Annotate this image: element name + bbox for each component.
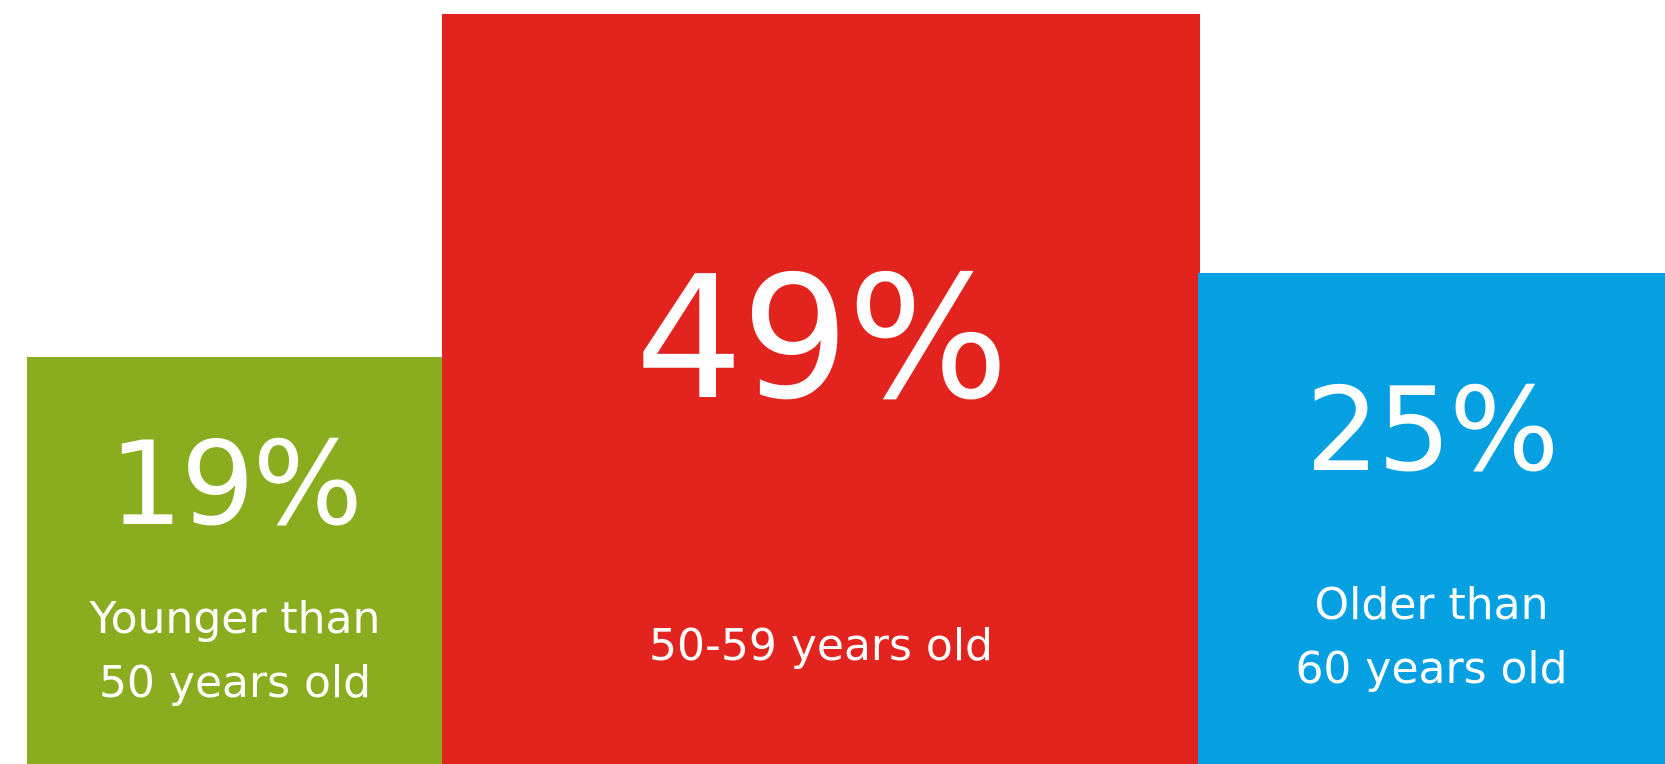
category-label-line: 50-59 years old — [649, 620, 993, 671]
value-label-50-59: 49% — [635, 240, 1009, 438]
category-label-line: 60 years old — [1295, 643, 1568, 694]
value-label-younger-than-50: 19% — [109, 417, 363, 552]
value-label-older-than-60: 25% — [1305, 363, 1560, 498]
bar-50-59: 49% 50-59 years old — [442, 14, 1200, 764]
bar-younger-than-50: 19% Younger than 50 years old — [27, 357, 443, 764]
category-label-line: 50 years old — [98, 657, 372, 708]
bar-older-than-60: 25% Older than 60 years old — [1198, 273, 1665, 764]
category-label-older-than-60: Older than 60 years old — [1198, 573, 1665, 701]
category-label-line: Younger than — [89, 593, 381, 644]
category-label-50-59: 50-59 years old — [442, 614, 1200, 678]
category-label-line: Older than — [1314, 579, 1549, 630]
category-label-younger-than-50: Younger than 50 years old — [27, 587, 443, 715]
